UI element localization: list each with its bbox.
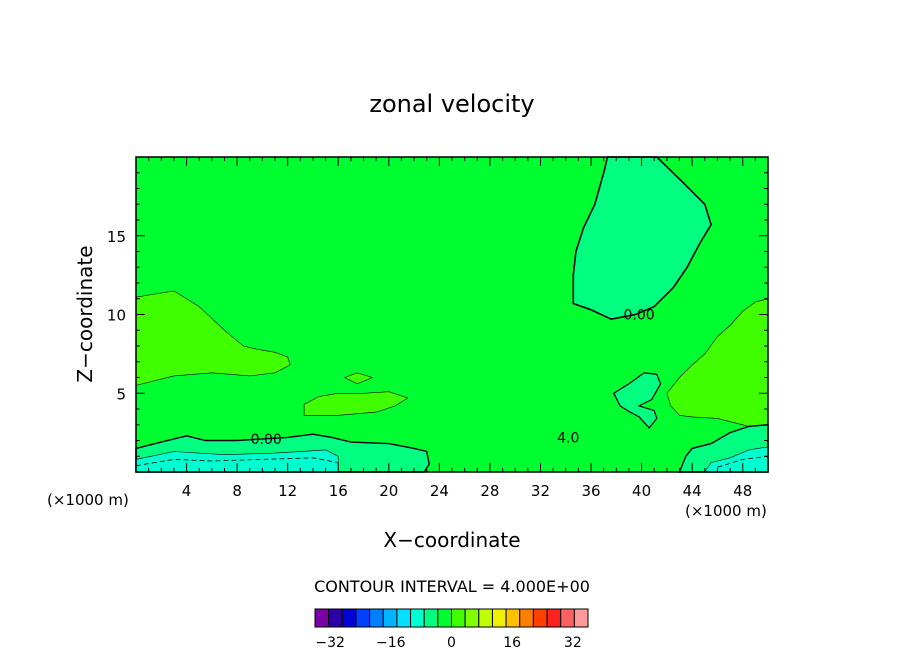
y-tick-label: 10	[107, 307, 126, 325]
colorbar-swatch	[355, 608, 371, 628]
contour-label: 0.00	[623, 308, 654, 324]
y-axis-label: Z−coordinate	[73, 245, 97, 382]
colorbar-swatch	[423, 608, 439, 628]
colorbar-tick-label: 32	[564, 635, 582, 651]
region-upper-right-negative	[572, 156, 712, 321]
colorbar-tick-label: 16	[503, 635, 521, 651]
x-tick-label: 24	[430, 482, 449, 500]
colorbar-swatch	[314, 608, 330, 628]
colorbar: −32 −16 0 16 32	[314, 608, 589, 651]
x-tick-label: 44	[683, 482, 702, 500]
colorbar-swatch	[410, 608, 425, 628]
dashed-contour	[135, 457, 339, 467]
contour-label: 4.0	[557, 430, 579, 446]
x-axis-label: X−coordinate	[383, 528, 520, 552]
x-tick-label: 40	[632, 482, 651, 500]
colorbar-swatch	[519, 608, 534, 628]
y-tick-label: 5	[116, 385, 126, 403]
x-tick-label: 4	[182, 482, 192, 500]
colorbar-swatch	[328, 608, 343, 628]
y-tick-label: 15	[107, 228, 126, 246]
colorbar-swatch	[505, 608, 521, 628]
colorbar-swatch	[396, 608, 412, 628]
contour-field: 0.00 0.00 4.0	[135, 156, 769, 473]
colorbar-swatch	[382, 608, 398, 628]
y-axis-unit: (×1000 m)	[47, 491, 129, 509]
colorbar-swatch	[532, 608, 548, 628]
x-tick-label: 16	[329, 482, 348, 500]
colorbar-swatch	[464, 608, 480, 628]
region-positive-patch	[303, 391, 409, 416]
colorbar-tick-label: −32	[315, 635, 345, 651]
colorbar-tick-label: −16	[376, 635, 406, 651]
region-right-positive	[666, 298, 769, 434]
contour-interval-label: CONTOUR INTERVAL = 4.000E+00	[314, 577, 590, 596]
contour-label: 0.00	[251, 432, 282, 448]
region-upper-left-positive	[135, 290, 291, 386]
x-tick-label: 12	[278, 482, 297, 500]
x-tick-label: 28	[480, 482, 499, 500]
dashed-contour	[717, 455, 769, 468]
colorbar-swatch	[491, 608, 507, 628]
colorbar-swatch	[437, 608, 453, 628]
colorbar-swatch	[573, 608, 589, 628]
colorbar-swatch	[451, 608, 466, 628]
colorbar-swatch	[546, 608, 562, 628]
colorbar-swatch	[478, 608, 493, 628]
chart-title: zonal velocity	[369, 90, 534, 118]
x-tick-label: 20	[379, 482, 398, 500]
colorbar-swatch	[369, 608, 384, 628]
x-tick-label: 32	[531, 482, 550, 500]
x-axis-unit: (×1000 m)	[685, 502, 767, 520]
region-negative-patch	[613, 372, 662, 429]
colorbar-swatch	[341, 608, 357, 628]
x-tick-label: 8	[232, 482, 242, 500]
region-positive-patch	[343, 372, 374, 385]
colorbar-tick-label: 0	[447, 635, 456, 651]
colorbar-swatch	[560, 608, 575, 628]
x-tick-label: 36	[581, 482, 600, 500]
x-tick-label: 48	[733, 482, 752, 500]
